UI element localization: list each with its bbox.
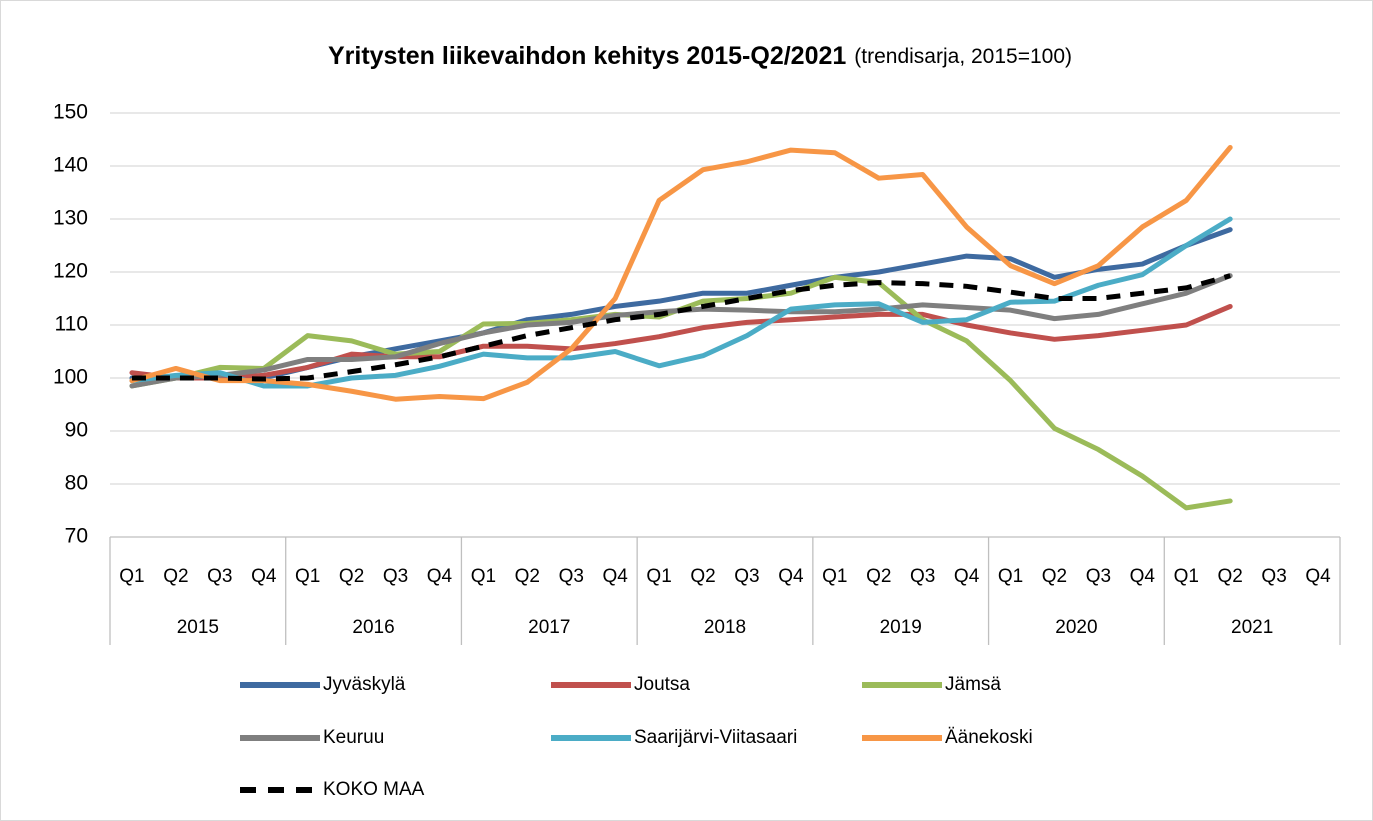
x-tick-label: Q3	[1261, 566, 1286, 587]
x-tick-label: Q2	[1217, 566, 1242, 587]
x-tick-label: Q1	[646, 566, 671, 587]
title: Yritysten liikevaihdon kehitys 2015-Q2/2…	[328, 42, 846, 70]
legend-label: Joutsa	[634, 674, 690, 695]
x-tick-label: Q3	[910, 566, 935, 587]
x-tick-label: Q4	[778, 566, 804, 587]
x-tick-label: Q1	[471, 566, 496, 587]
x-tick-label: Q2	[515, 566, 540, 587]
x-tick-label: Q1	[1174, 566, 1199, 587]
y-tick-label: 90	[65, 419, 88, 442]
series-line	[129, 303, 1233, 381]
y-tick-label: 120	[53, 260, 88, 283]
legend-label: Äänekoski	[945, 727, 1033, 748]
x-tick-label: Q3	[1086, 566, 1111, 587]
series-line	[131, 273, 1231, 382]
y-tick-label: 140	[53, 154, 88, 177]
y-tick-label: 150	[53, 101, 88, 124]
y-tick-label: 100	[53, 366, 88, 389]
year-label: 2021	[1231, 617, 1273, 638]
y-tick-label: 130	[53, 207, 88, 230]
x-tick-label: Q4	[251, 566, 277, 587]
year-label: 2019	[880, 617, 922, 638]
x-tick-label: Q2	[866, 566, 891, 587]
legend-label: Jyväskylä	[323, 674, 406, 695]
x-tick-label: Q3	[207, 566, 232, 587]
y-tick-label: 80	[65, 472, 88, 495]
y-tick-label: 70	[65, 525, 88, 548]
legend-label: KOKO MAA	[323, 779, 425, 800]
year-label: 2018	[704, 617, 746, 638]
legend-label: Keuruu	[323, 727, 384, 748]
x-tick-label: Q1	[119, 566, 144, 587]
x-tick-label: Q2	[690, 566, 715, 587]
x-tick-label: Q2	[339, 566, 364, 587]
x-tick-label: Q4	[954, 566, 980, 587]
year-label: 2015	[177, 617, 219, 638]
x-tick-label: Q4	[1130, 566, 1156, 587]
chart-title: Yritysten liikevaihdon kehitys 2015-Q2/2…	[328, 42, 1072, 70]
x-tick-label: Q2	[1042, 566, 1067, 587]
x-tick-label: Q1	[822, 566, 847, 587]
x-tick-label: Q3	[383, 566, 408, 587]
x-tick-label: Q4	[602, 566, 628, 587]
x-tick-label: Q4	[1305, 566, 1331, 587]
x-tick-label: Q4	[427, 566, 453, 587]
year-label: 2020	[1055, 617, 1097, 638]
x-tick-label: Q1	[295, 566, 320, 587]
x-tick-label: Q3	[734, 566, 759, 587]
year-label: 2016	[352, 617, 394, 638]
x-tick-label: Q3	[559, 566, 584, 587]
series-line	[129, 144, 1233, 402]
legend-label: Jämsä	[945, 674, 1001, 695]
x-tick-label: Q1	[998, 566, 1023, 587]
subtitle: (trendisarja, 2015=100)	[854, 45, 1072, 68]
x-tick-label: Q2	[163, 566, 188, 587]
legend-label: Saarijärvi-Viitasaari	[634, 727, 797, 748]
year-label: 2017	[528, 617, 570, 638]
y-tick-label: 110	[55, 313, 88, 336]
